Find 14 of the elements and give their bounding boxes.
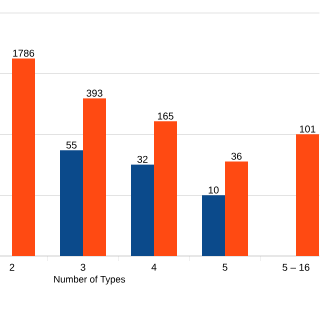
data-label: 55 xyxy=(66,142,77,149)
data-label: 393 xyxy=(86,90,102,97)
x-tick-label: 5 – 16 xyxy=(282,264,310,271)
data-label: 1786 xyxy=(13,50,34,57)
x-axis-title: Number of Types xyxy=(54,276,126,284)
data-label: 32 xyxy=(137,156,148,163)
x-tick-label: 4 xyxy=(151,264,156,271)
x-tick-label: 3 xyxy=(80,264,86,271)
data-label: 165 xyxy=(158,112,174,120)
data-label: 101 xyxy=(300,125,316,133)
x-tick-label: 2 xyxy=(10,264,14,271)
data-label: 10 xyxy=(208,186,219,194)
x-tick-label: 5 xyxy=(222,264,228,271)
data-label: 36 xyxy=(231,152,242,160)
